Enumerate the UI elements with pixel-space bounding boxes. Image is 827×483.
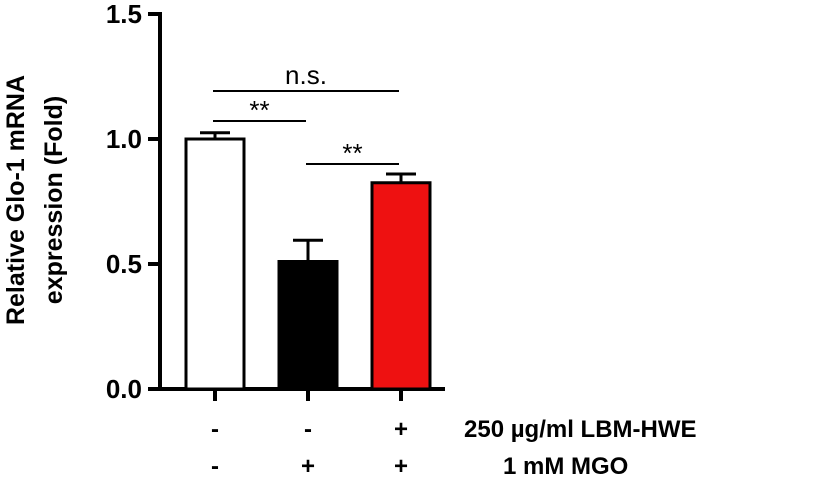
bar-3 bbox=[370, 181, 432, 391]
y-axis-title-line-2: expression (Fold) bbox=[40, 96, 68, 304]
y-tick-label: 1.5 bbox=[106, 0, 142, 29]
significance-label: n.s. bbox=[285, 60, 327, 90]
significance-label: ** bbox=[249, 95, 269, 125]
bar-1 bbox=[184, 137, 246, 391]
treatment-label: 250 µg/ml LBM-HWE bbox=[464, 416, 697, 443]
significance-brackets: ** n.s. ** bbox=[213, 60, 399, 168]
bars bbox=[184, 131, 432, 391]
treatment-label: 1 mM MGO bbox=[503, 453, 628, 480]
treatment-sign: + bbox=[394, 453, 408, 480]
y-axis-label: Relative Glo-1 mRNA expression (Fold) bbox=[2, 75, 68, 325]
treatment-table: - - +250 µg/ml LBM-HWE - + +1 mM MGO bbox=[211, 416, 697, 480]
treatment-sign: - bbox=[304, 416, 312, 443]
treatment-sign: + bbox=[394, 416, 408, 443]
bar-2 bbox=[277, 260, 339, 391]
treatment-sign: - bbox=[211, 453, 219, 480]
y-tick-label: 0.0 bbox=[106, 374, 142, 404]
significance-label: ** bbox=[342, 138, 362, 168]
treatment-sign: + bbox=[301, 453, 315, 480]
y-tick-label: 0.5 bbox=[106, 249, 142, 279]
y-tick-label: 1.0 bbox=[106, 124, 142, 154]
treatment-sign: - bbox=[211, 416, 219, 443]
y-axis-title: Relative Glo-1 mRNA expression (Fold) bbox=[2, 75, 68, 325]
y-axis-title-line-1: Relative Glo-1 mRNA bbox=[2, 75, 30, 325]
